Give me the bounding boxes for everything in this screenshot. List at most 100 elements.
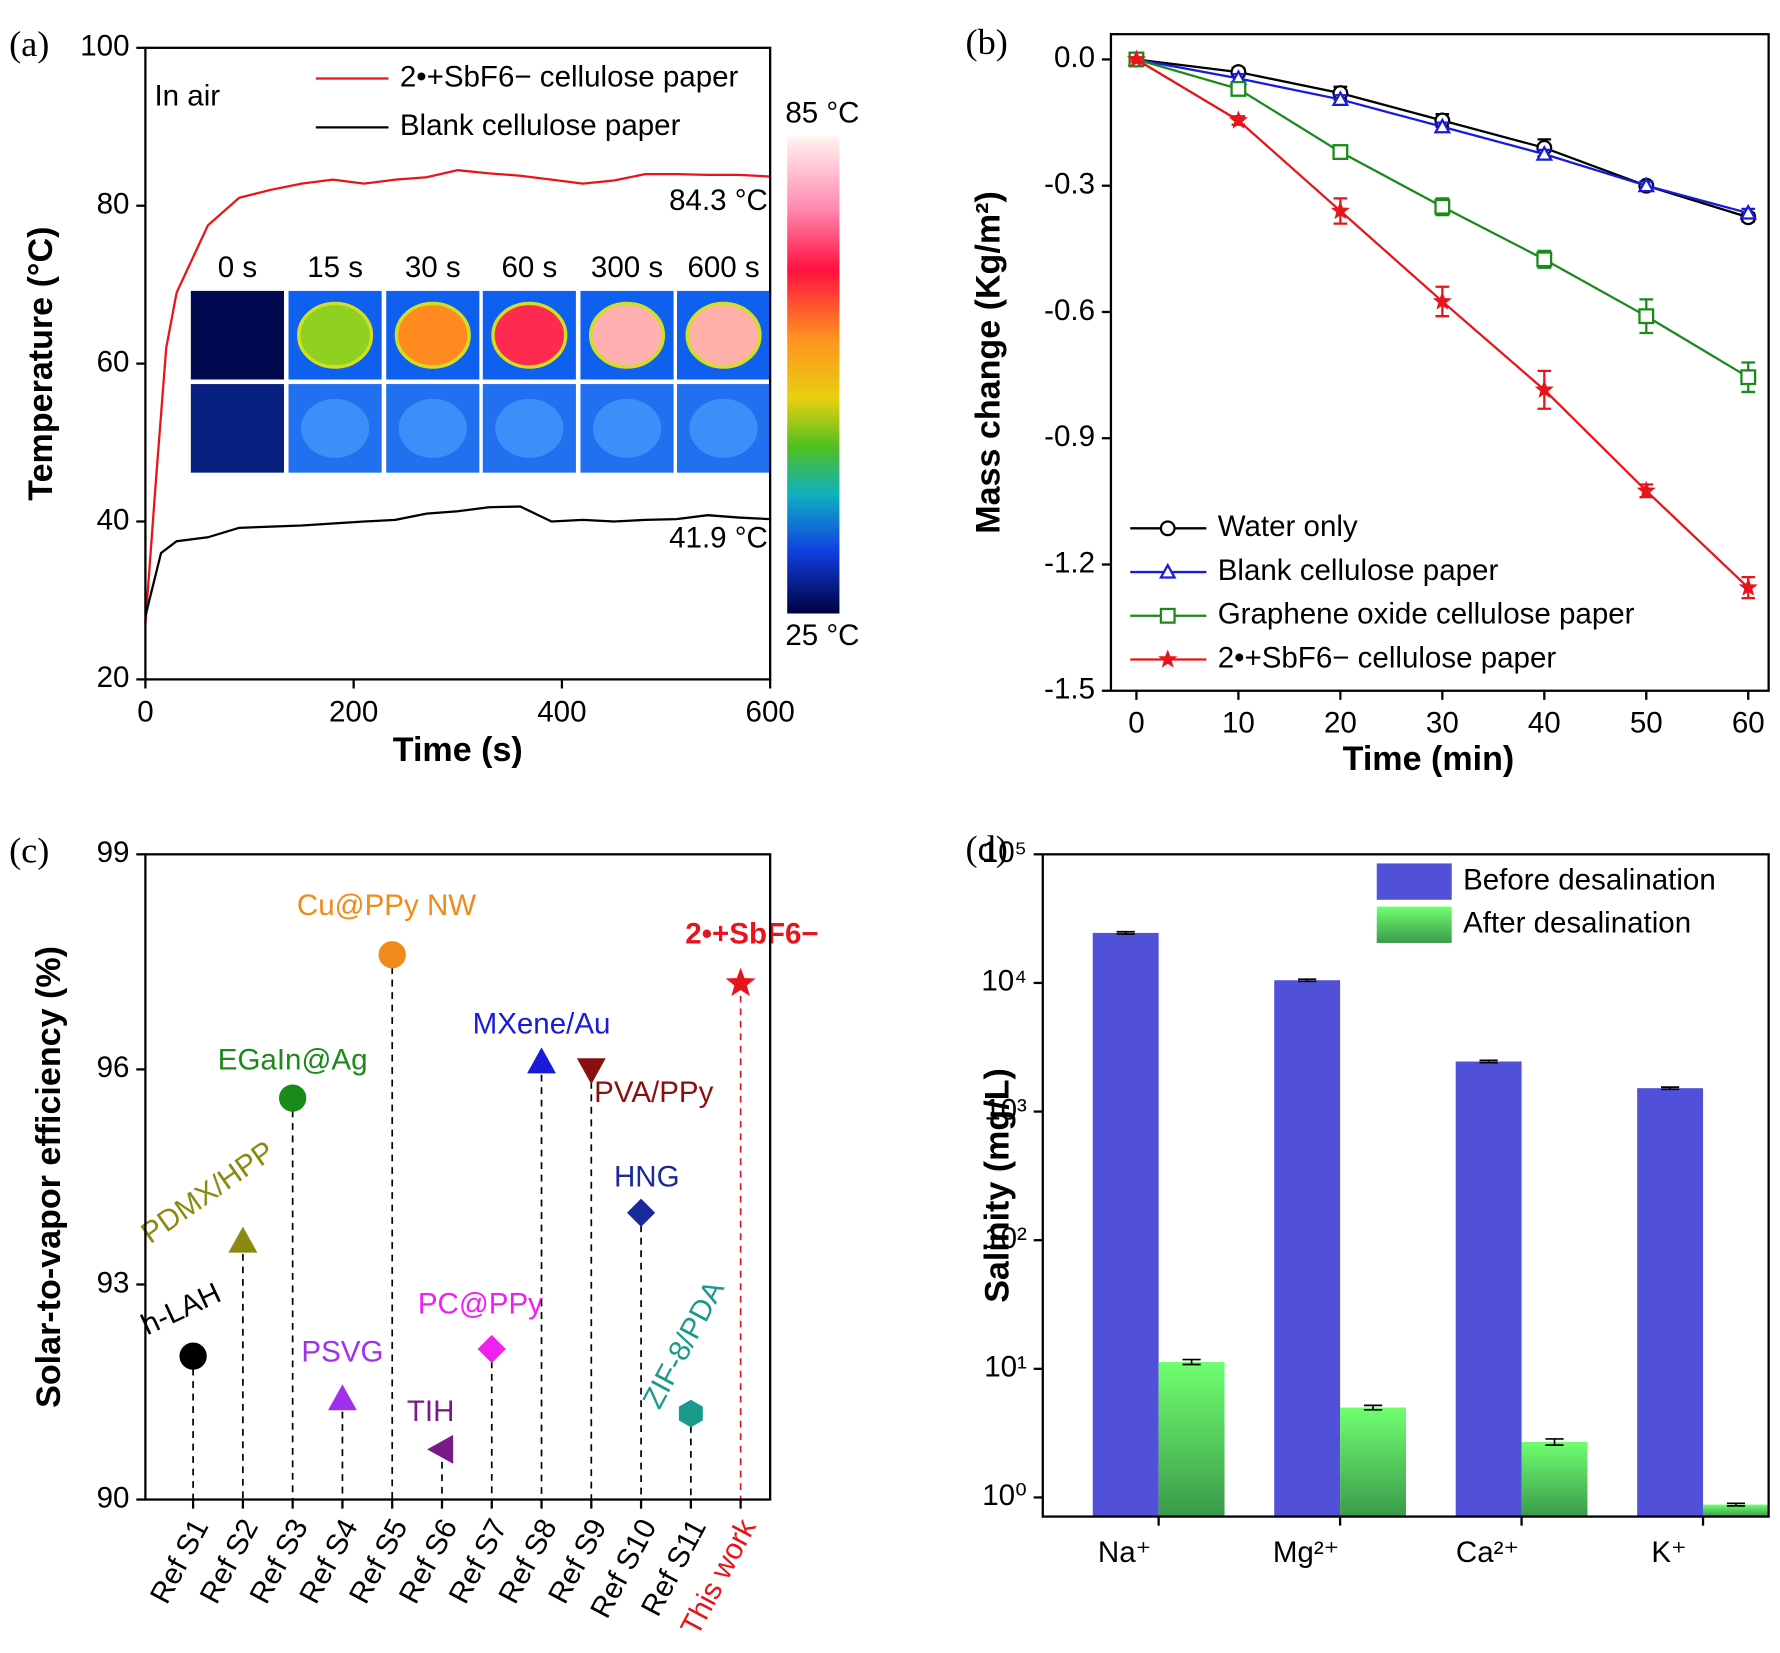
marker xyxy=(1230,80,1247,97)
thermal-spot xyxy=(592,398,662,458)
x-tick-label: Ca²⁺ xyxy=(1456,1536,1519,1569)
y-tick-label: 0.0 xyxy=(1054,41,1095,74)
y-tick-label: -1.2 xyxy=(1044,546,1095,579)
y-tick-label: -0.3 xyxy=(1044,168,1095,201)
x-tick-label: K⁺ xyxy=(1651,1536,1686,1569)
y-tick-label: 10⁴ xyxy=(981,965,1027,998)
x-tick-label: 200 xyxy=(329,695,378,728)
panel-label: (a) xyxy=(9,24,49,64)
y-tick-label: 60 xyxy=(97,345,130,378)
y-tick-label: 100 xyxy=(80,30,129,63)
x-axis-label: Time (s) xyxy=(393,731,523,769)
y-tick-label: 93 xyxy=(97,1266,130,1299)
panel-label: (b) xyxy=(966,22,1008,62)
marker xyxy=(1126,49,1146,68)
y-tick-label: 10² xyxy=(984,1222,1027,1255)
point-label: 2•+SbF6− xyxy=(685,917,818,950)
y-tick-label: 40 xyxy=(97,503,130,536)
point-label: PDMX/HPP xyxy=(135,1135,280,1250)
plot-frame xyxy=(1041,853,1770,1518)
y-axis-label: Solar-to-vapor efficiency (%) xyxy=(30,946,68,1408)
legend-label: 2•+SbF6− cellulose paper xyxy=(400,60,739,93)
marker xyxy=(1638,308,1655,325)
bar xyxy=(1637,1088,1704,1517)
point-label: Cu@PPy NW xyxy=(297,889,476,922)
point-label: ZIF-8/PDA xyxy=(636,1275,731,1414)
legend-swatch xyxy=(1376,906,1452,943)
marker xyxy=(1158,649,1178,668)
thermal-spot xyxy=(495,398,564,458)
colorbar-label: 25 °C xyxy=(785,619,859,652)
x-tick-label: Mg²⁺ xyxy=(1273,1536,1339,1569)
marker xyxy=(1432,291,1452,310)
x-tick-label: 60 xyxy=(1732,707,1765,740)
marker xyxy=(477,1334,506,1364)
point-label: PSVG xyxy=(301,1336,383,1369)
error-bar xyxy=(1182,1358,1201,1366)
y-tick-label: -0.9 xyxy=(1044,420,1095,453)
x-axis-label: Time (min) xyxy=(1343,740,1515,778)
legend-label: Water only xyxy=(1218,510,1358,543)
y-tick-label: 80 xyxy=(97,188,130,221)
marker xyxy=(279,1084,307,1112)
bar xyxy=(1158,1361,1225,1517)
marker xyxy=(576,1058,606,1085)
legend-swatch xyxy=(1376,863,1452,900)
legend-label: 2•+SbF6− cellulose paper xyxy=(1218,641,1557,674)
bar xyxy=(1340,1407,1406,1517)
line-series xyxy=(1136,58,1749,379)
marker xyxy=(678,1399,703,1428)
marker xyxy=(1636,480,1656,499)
thermal-spot xyxy=(398,398,467,458)
colorbar-label: 85 °C xyxy=(785,97,859,130)
marker xyxy=(1535,144,1554,161)
error-bar xyxy=(1116,930,1135,935)
marker xyxy=(1330,200,1350,220)
y-tick-label: 10⁰ xyxy=(982,1479,1027,1512)
point-label: PC@PPy xyxy=(418,1288,543,1321)
annotation: 41.9 °C xyxy=(669,521,768,554)
marker xyxy=(1739,203,1757,220)
marker xyxy=(1159,520,1176,537)
x-tick-label: 600 xyxy=(746,695,795,728)
marker xyxy=(1536,251,1553,268)
legend-label: Blank cellulose paper xyxy=(400,109,681,142)
colorbar xyxy=(787,136,840,614)
x-tick-label: Na⁺ xyxy=(1098,1536,1151,1569)
marker xyxy=(427,1434,454,1464)
marker xyxy=(179,1342,207,1370)
bar xyxy=(1455,1061,1522,1517)
x-tick-label: 0 xyxy=(137,695,153,728)
line-series xyxy=(144,169,771,625)
marker xyxy=(1740,369,1757,386)
thermal-image xyxy=(190,290,284,380)
marker xyxy=(527,1047,556,1074)
plot-frame xyxy=(1109,33,1770,692)
marker xyxy=(1159,607,1176,624)
plot-frame xyxy=(144,853,772,1501)
inset-label: 300 s xyxy=(591,251,663,284)
marker xyxy=(725,967,756,997)
point-label: MXene/Au xyxy=(473,1008,611,1041)
y-tick-label: 90 xyxy=(97,1481,130,1514)
y-tick-label: 20 xyxy=(97,661,130,694)
marker xyxy=(328,1384,357,1411)
bar xyxy=(1703,1504,1769,1517)
point-label: EGaIn@Ag xyxy=(218,1044,368,1077)
line-series xyxy=(144,505,771,617)
marker xyxy=(1637,176,1656,193)
annotation: In air xyxy=(154,80,220,113)
error-bar xyxy=(1298,978,1317,983)
legend-label: After desalination xyxy=(1463,907,1691,940)
inset-label: 15 s xyxy=(307,251,363,284)
bar xyxy=(1274,980,1341,1517)
legend-label: Blank cellulose paper xyxy=(1218,554,1499,587)
inset-label: 30 s xyxy=(405,251,461,284)
marker xyxy=(228,1226,258,1253)
marker xyxy=(1331,90,1350,107)
panel-label: (d) xyxy=(966,828,1008,868)
marker xyxy=(1434,198,1451,215)
inset-label: 60 s xyxy=(501,251,557,284)
